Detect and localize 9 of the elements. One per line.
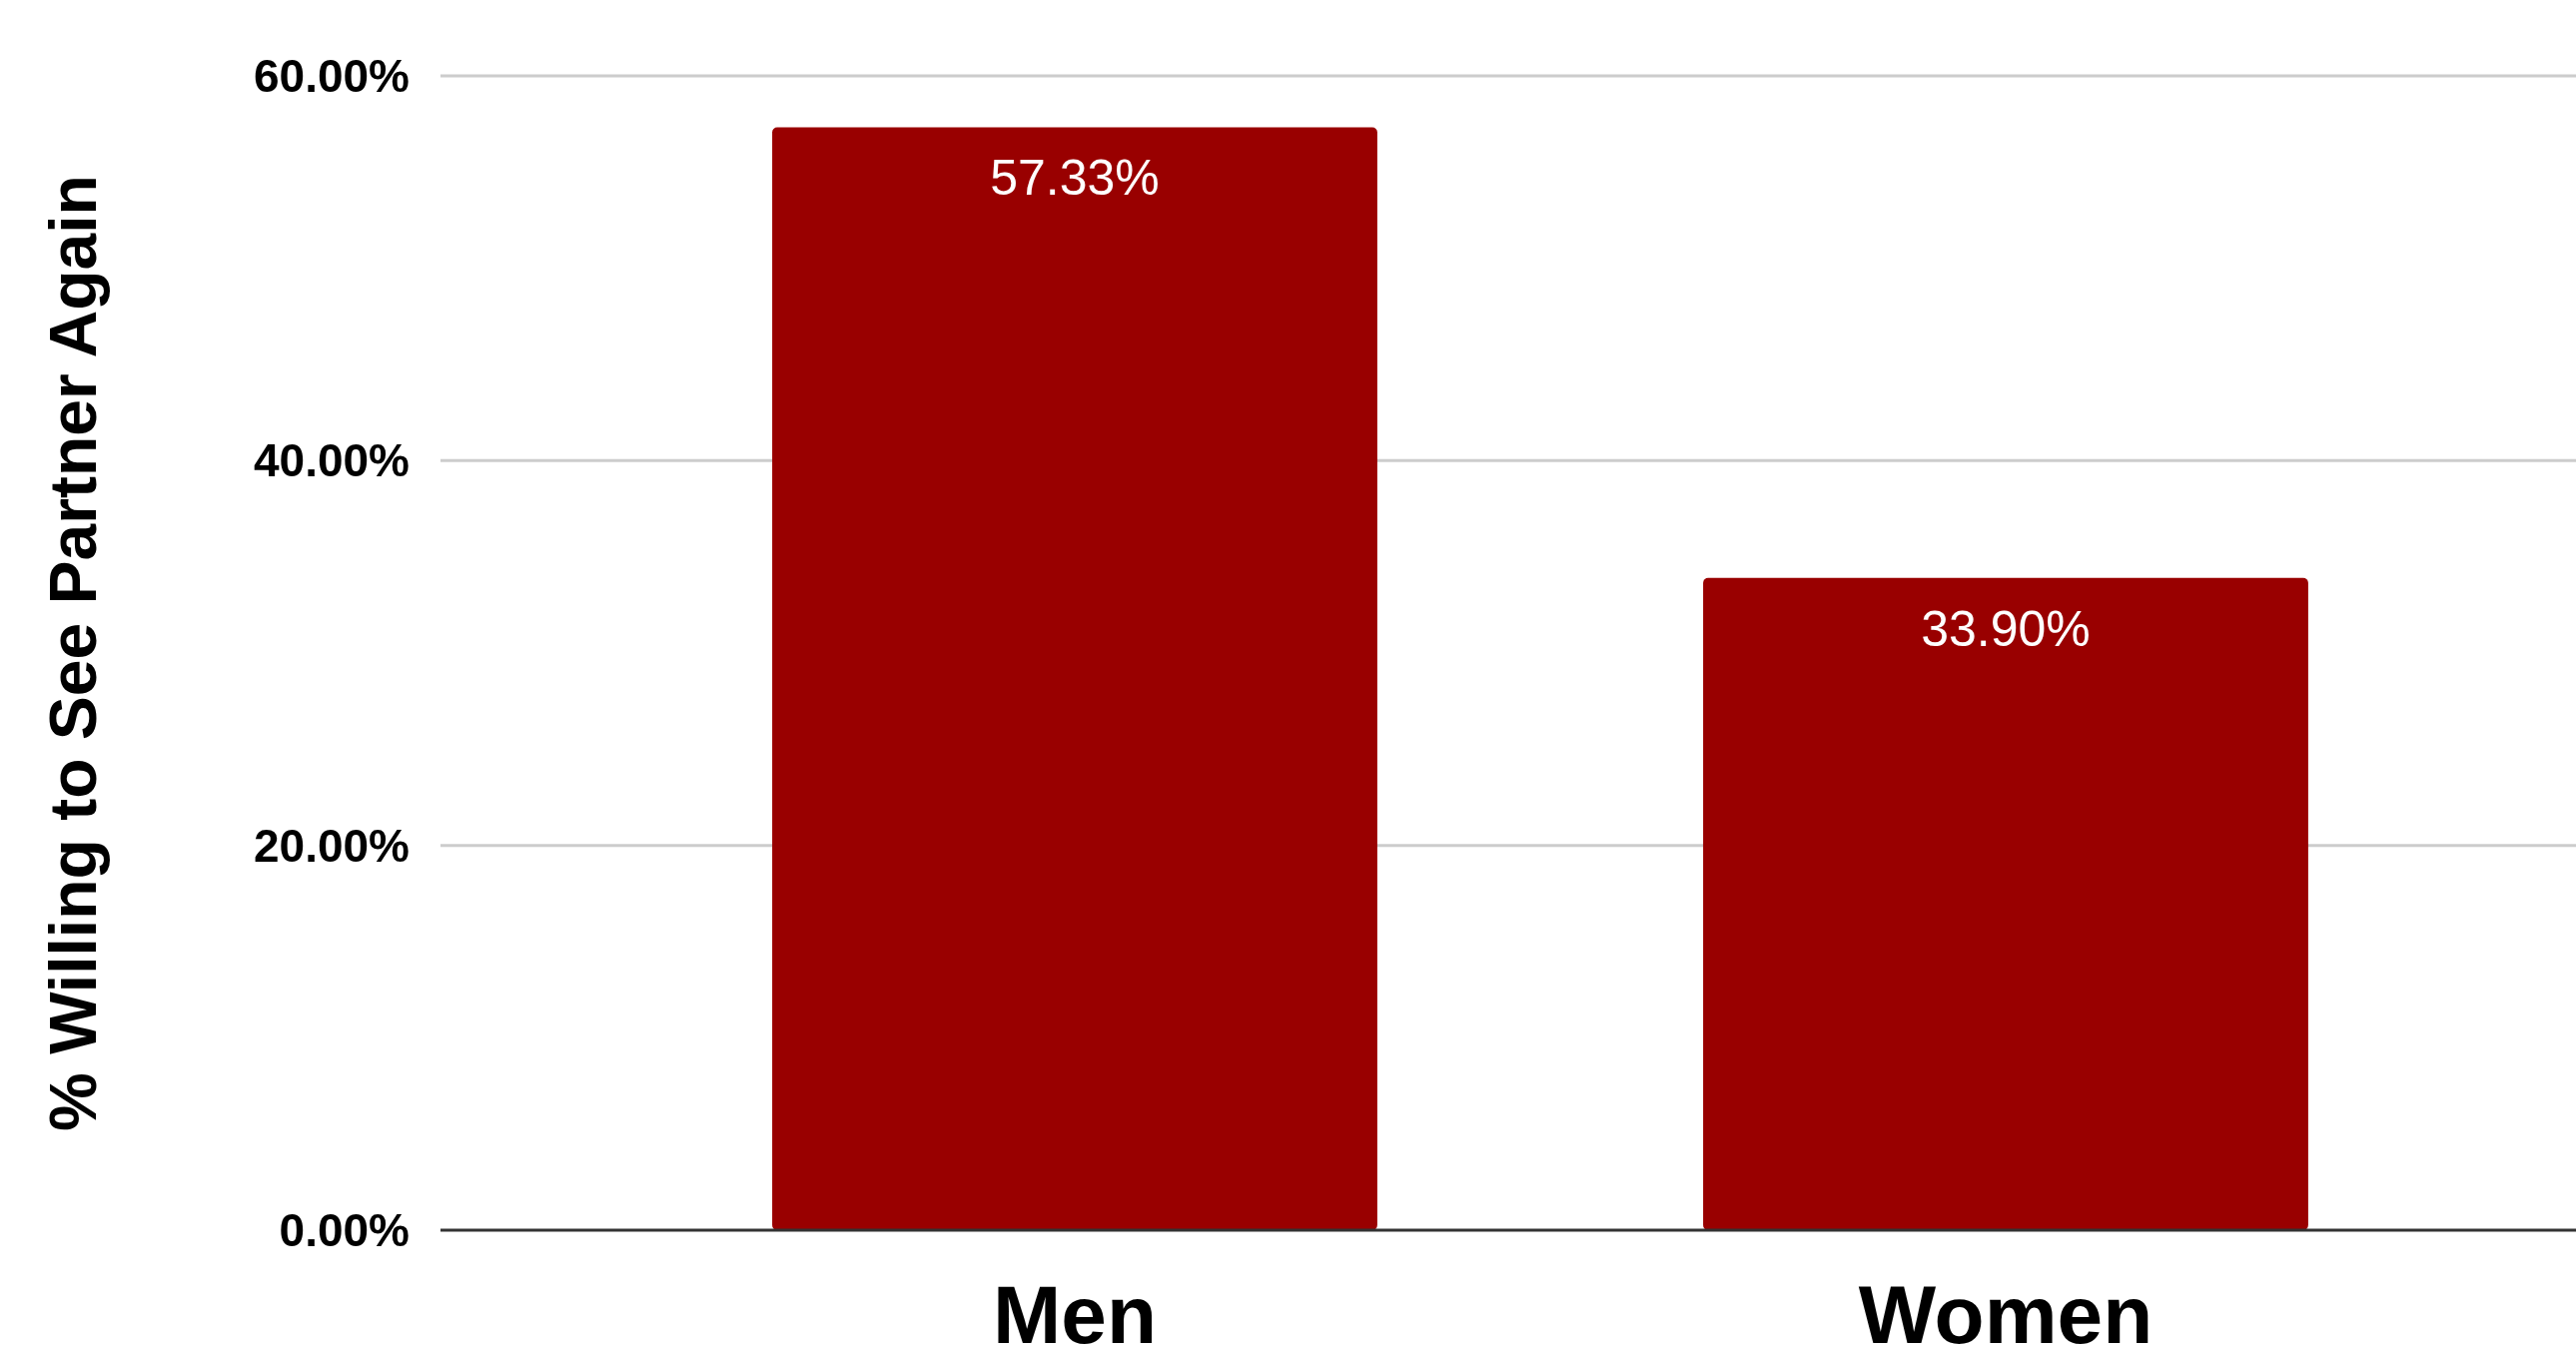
x-tick-label: Women (1858, 1269, 2153, 1349)
y-tick-label: 20.00% (253, 819, 410, 872)
data-label: 57.33% (990, 150, 1160, 207)
y-tick-label: 0.00% (279, 1204, 410, 1257)
x-tick-label: Men (993, 1269, 1157, 1349)
y-tick-label: 60.00% (253, 50, 410, 103)
data-label: 33.90% (1921, 600, 2091, 657)
y-tick-label: 40.00% (253, 434, 410, 487)
y-axis-title: % Willing to See Partner Again (36, 175, 110, 1131)
